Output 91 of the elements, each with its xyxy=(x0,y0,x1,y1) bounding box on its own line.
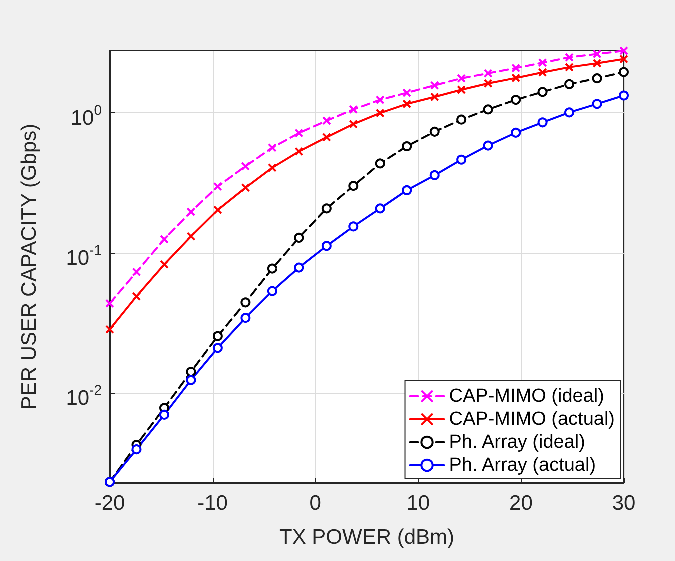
legend-label: Ph. Array (actual) xyxy=(449,455,596,476)
point xyxy=(212,331,223,342)
point xyxy=(376,108,385,118)
point xyxy=(160,260,169,270)
x-tick-label: 10 xyxy=(406,492,430,515)
point xyxy=(322,204,332,214)
y-tick-label: 10$^{-1}$ xyxy=(66,242,102,270)
point xyxy=(483,104,494,115)
y-tick-label: 10$^{-2}$ xyxy=(66,382,102,410)
point xyxy=(402,142,412,152)
legend-label: Ph. Array (ideal) xyxy=(449,432,586,453)
point xyxy=(538,58,548,68)
point xyxy=(375,158,386,169)
x-tick-label: -20 xyxy=(94,492,126,515)
point xyxy=(483,140,494,151)
point xyxy=(512,74,521,83)
x-tick-label: 0 xyxy=(310,492,322,515)
point xyxy=(592,50,602,59)
point xyxy=(619,90,629,101)
point xyxy=(322,132,332,142)
point xyxy=(538,68,548,78)
point xyxy=(375,204,386,214)
point xyxy=(457,74,466,84)
point xyxy=(511,128,522,138)
point xyxy=(267,264,278,274)
point xyxy=(159,410,170,420)
point xyxy=(538,118,548,128)
point xyxy=(565,53,574,62)
point xyxy=(132,444,142,455)
y-tick-label: 10$^{0}$ xyxy=(70,102,102,130)
point xyxy=(402,185,412,196)
point xyxy=(132,268,142,277)
x-tick-label: 20 xyxy=(510,492,533,515)
point xyxy=(322,241,332,252)
point xyxy=(132,292,142,302)
x-tick-label: 30 xyxy=(612,492,636,515)
point xyxy=(430,126,440,137)
point xyxy=(294,232,304,243)
point xyxy=(620,46,628,56)
x-axis-title: TX POWER (dBm) xyxy=(279,526,455,549)
point xyxy=(564,79,575,90)
point xyxy=(322,116,332,126)
point xyxy=(592,59,602,68)
point xyxy=(592,74,602,84)
point xyxy=(268,143,277,152)
point xyxy=(212,343,223,354)
point xyxy=(267,286,278,296)
point xyxy=(456,154,467,165)
point xyxy=(106,325,114,334)
point xyxy=(213,206,222,215)
point xyxy=(186,208,196,217)
point xyxy=(430,92,440,102)
point xyxy=(430,170,440,180)
point xyxy=(240,298,251,308)
point xyxy=(348,222,359,232)
point xyxy=(186,232,196,242)
point xyxy=(376,96,385,105)
point xyxy=(348,181,359,192)
point xyxy=(619,67,629,78)
point xyxy=(402,88,412,98)
point xyxy=(349,105,358,114)
point xyxy=(294,128,304,138)
point xyxy=(294,262,304,273)
point xyxy=(512,64,521,73)
point xyxy=(294,147,304,156)
point xyxy=(402,100,412,109)
point xyxy=(349,120,358,129)
x-tick-label: -10 xyxy=(198,492,228,515)
point xyxy=(511,95,522,106)
point xyxy=(241,183,250,192)
point xyxy=(484,69,493,78)
point xyxy=(456,114,467,125)
point xyxy=(592,99,602,110)
point xyxy=(186,375,196,386)
legend-label: CAP-MIMO (actual) xyxy=(449,409,616,430)
point xyxy=(241,162,250,171)
y-axis-title: PER USER CAPACITY (Gbps) xyxy=(18,124,41,410)
point xyxy=(106,299,114,308)
point xyxy=(457,86,466,95)
point xyxy=(213,182,222,192)
point xyxy=(620,54,628,64)
point xyxy=(240,313,251,324)
legend-label: CAP-MIMO (ideal) xyxy=(449,386,604,407)
point xyxy=(484,79,493,88)
point xyxy=(565,62,574,72)
point xyxy=(186,367,196,378)
point xyxy=(564,108,575,118)
point xyxy=(538,87,548,98)
point xyxy=(430,81,440,90)
point xyxy=(268,163,277,172)
point xyxy=(160,234,169,244)
